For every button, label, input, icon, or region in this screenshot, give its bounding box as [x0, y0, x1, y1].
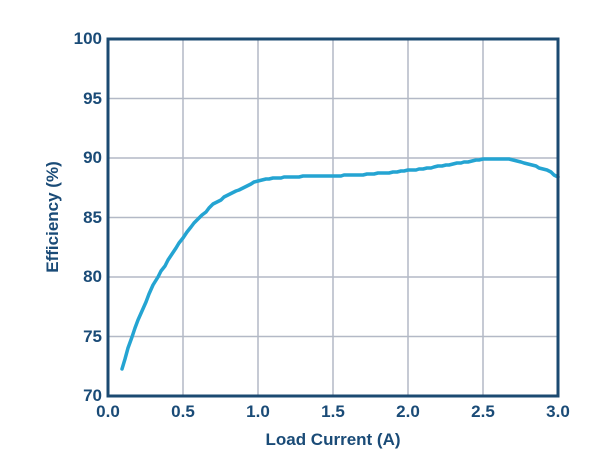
y-tick-label: 90	[83, 148, 102, 167]
plot-frame	[106, 37, 560, 398]
efficiency-curve	[120, 157, 560, 371]
x-tick-label: 3.0	[546, 402, 570, 421]
x-tick-label: 1.0	[246, 402, 270, 421]
x-tick-label: 2.5	[471, 402, 495, 421]
y-tick-label: 85	[83, 207, 102, 227]
y-tick-label: 75	[83, 326, 102, 346]
x-tick-label: 2.0	[396, 402, 420, 421]
x-axis-title: Load Current (A)	[265, 430, 401, 449]
x-tick-label: 0.0	[96, 402, 120, 421]
y-tick-label: 80	[83, 267, 102, 286]
x-tick-label: 1.5	[321, 402, 345, 421]
y-tick-label: 70	[83, 386, 102, 405]
y-tick-label: 95	[83, 88, 102, 108]
y-tick-label: 100	[73, 29, 102, 48]
x-tick-label: 0.5	[171, 402, 195, 421]
